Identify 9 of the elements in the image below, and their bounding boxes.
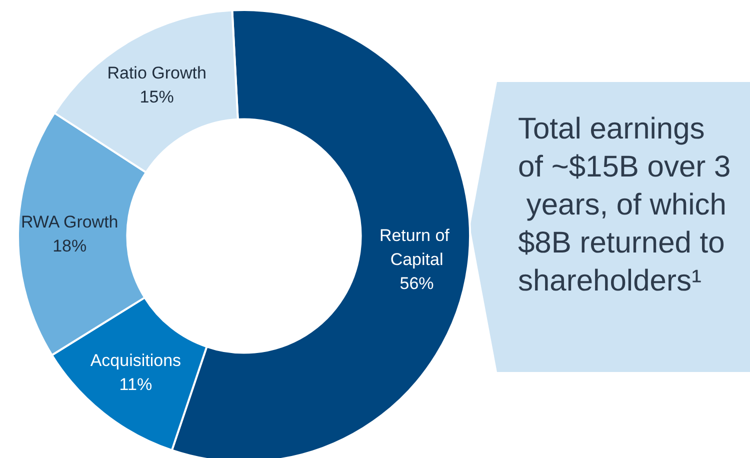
- slice-label: Ratio Growth: [107, 63, 206, 82]
- slice-label: Return of Capital: [379, 226, 454, 270]
- text: Total earnings of ~$15B over 3 years, of which $8B returned to shareholders¹: [518, 112, 735, 298]
- slice-label: RWA Growth: [20, 212, 118, 232]
- data-label: 18%: [52, 236, 87, 256]
- data-label: 56%: [400, 274, 434, 294]
- slice-label: Acquisitions: [90, 351, 182, 370]
- data-label: 11%: [119, 375, 152, 394]
- data-label: 15%: [140, 87, 174, 106]
